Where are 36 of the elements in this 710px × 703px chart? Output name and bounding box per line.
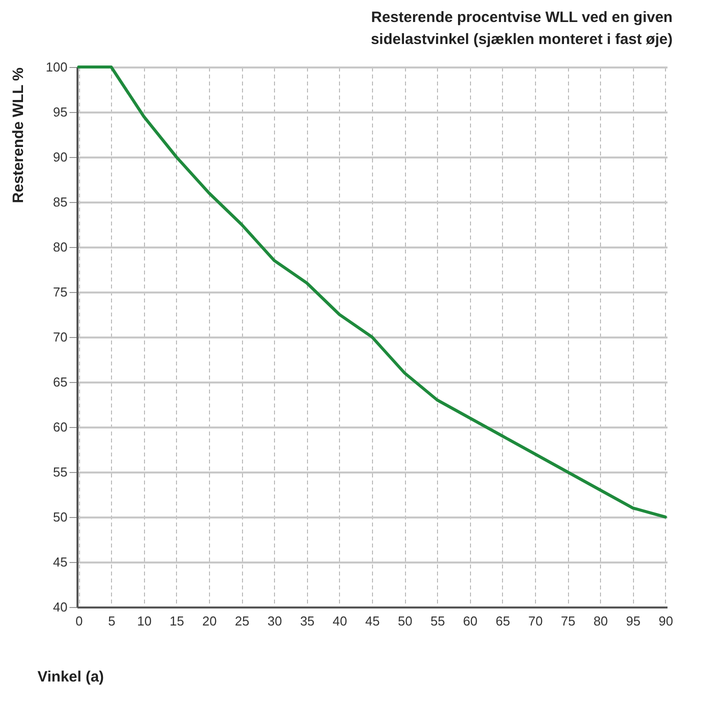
- y-tick-label: 75: [53, 284, 68, 300]
- y-tick-label: 80: [53, 240, 68, 254]
- x-tick-label: 15: [170, 614, 184, 628]
- x-tick-label: 5: [108, 614, 116, 628]
- y-tick-label: 100: [46, 60, 68, 74]
- x-tick-label: 30: [267, 614, 282, 628]
- x-tick-label: 75: [560, 614, 576, 628]
- x-tick-label: 20: [202, 614, 217, 628]
- y-tick-label: 55: [53, 464, 68, 480]
- x-tick-label: 45: [365, 614, 380, 628]
- x-tick-label: 90: [658, 614, 674, 628]
- x-tick-label: 95: [626, 614, 641, 628]
- y-tick-label: 95: [53, 104, 68, 120]
- x-tick-label: 60: [463, 614, 478, 628]
- x-tick-label: 40: [332, 614, 348, 628]
- x-tick-label: 50: [398, 614, 412, 628]
- y-axis-title: Resterende WLL %: [10, 68, 27, 204]
- x-tick-label: 0: [76, 614, 83, 628]
- x-tick-label: 35: [300, 614, 315, 628]
- x-tick-label: 55: [430, 614, 445, 628]
- y-tick-label: 70: [53, 330, 68, 344]
- y-tick-label: 65: [53, 374, 68, 390]
- x-axis-title: Vinkel (a): [38, 668, 104, 686]
- y-tick-label: 40: [53, 600, 68, 614]
- x-tick-label: 70: [528, 614, 543, 628]
- y-tick-label: 90: [53, 150, 68, 164]
- x-tick-label: 25: [234, 614, 250, 628]
- y-tick-label: 60: [53, 420, 68, 434]
- y-tick-label: 45: [53, 554, 68, 570]
- x-tick-label: 65: [496, 614, 510, 628]
- x-tick-label: 80: [593, 614, 608, 628]
- x-tick-label: 10: [137, 614, 152, 628]
- line-series: [77, 66, 667, 518]
- chart-title: Resterende procentvise WLL ved en given sidelastvinkel (sjæklen monteret i fast øje): [370, 9, 673, 48]
- y-tick-label: 85: [53, 194, 68, 210]
- y-tick-label: 50: [53, 510, 68, 524]
